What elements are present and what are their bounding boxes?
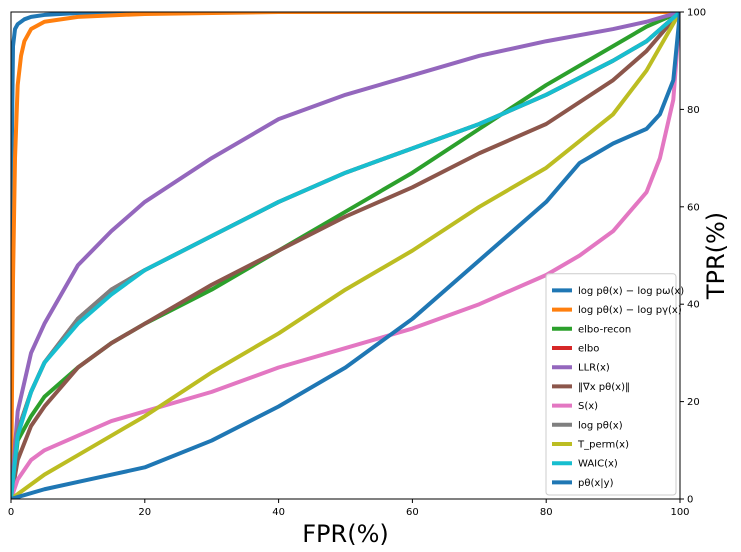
y-tick-label: 100 [687,8,706,19]
series-line-0 [11,12,680,499]
series-line-2 [11,12,680,499]
x-tick-label: 100 [670,507,689,518]
x-tick-label: 20 [138,507,151,518]
y-tick-label: 40 [687,300,700,311]
x-tick-label: 60 [406,507,419,518]
legend-box [545,273,677,496]
legend-label: log pθ(x) [578,420,623,431]
series-line-9 [11,12,680,499]
x-axis-ticks: 0 20 40 60 80 100 [8,499,690,518]
legend: log pθ(x) − log pω(x) log pθ(x) − log pγ(… [545,273,684,496]
series-line-4 [11,12,680,499]
legend-label: ‖∇x pθ(x)‖ [578,382,630,393]
legend-label: T_perm(x) [577,440,629,451]
x-axis-title: FPR(%) [302,520,388,548]
series-line-8 [11,12,680,499]
series-line-5 [11,12,680,499]
legend-label: S(x) [578,401,598,412]
y-axis-ticks: 0 20 40 60 80 100 [680,8,706,506]
legend-label: WAIC(x) [578,459,618,470]
y-tick-label: 20 [687,397,700,408]
series-line-6 [11,12,680,499]
plot-frame [10,11,681,500]
legend-label: pθ(x|y) [578,478,614,489]
y-tick-label: 60 [687,202,700,213]
y-tick-label: 80 [687,105,700,116]
series-line-10 [11,12,680,499]
y-axis-title: TPR(%) [702,212,730,300]
x-tick-label: 0 [8,507,14,518]
legend-label: log pθ(x) − log pγ(x) [578,305,682,316]
y-tick-label: 0 [687,495,693,506]
x-tick-label: 40 [272,507,285,518]
legend-label: elbo [578,344,599,355]
x-tick-label: 80 [540,507,553,518]
series-layer [11,12,680,499]
series-line-1 [11,12,680,499]
legend-label: elbo-recon [578,324,631,335]
legend-label: log pθ(x) − log pω(x) [578,286,684,297]
legend-label: LLR(x) [578,363,610,374]
